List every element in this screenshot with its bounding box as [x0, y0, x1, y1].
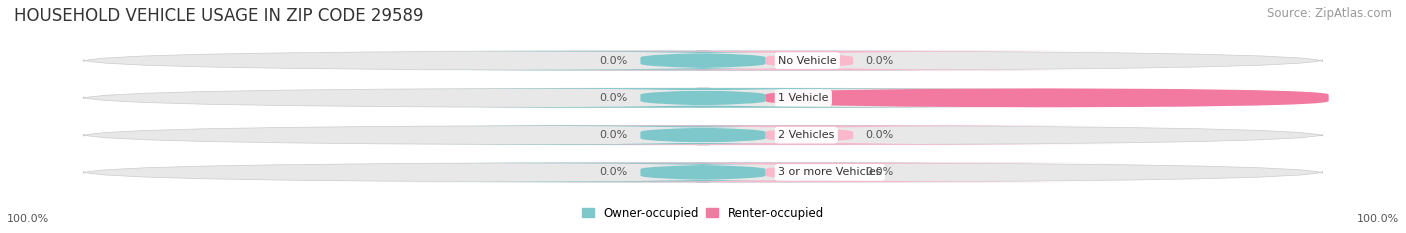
- FancyBboxPatch shape: [83, 163, 1323, 182]
- FancyBboxPatch shape: [391, 88, 1015, 108]
- Text: 0.0%: 0.0%: [866, 130, 894, 140]
- FancyBboxPatch shape: [83, 88, 1323, 108]
- Text: Source: ZipAtlas.com: Source: ZipAtlas.com: [1267, 7, 1392, 20]
- FancyBboxPatch shape: [391, 125, 1015, 145]
- Text: 0.0%: 0.0%: [600, 56, 628, 65]
- Legend: Owner-occupied, Renter-occupied: Owner-occupied, Renter-occupied: [578, 202, 828, 225]
- Text: 100.0%: 100.0%: [1341, 93, 1388, 103]
- Text: 0.0%: 0.0%: [866, 168, 894, 177]
- FancyBboxPatch shape: [765, 88, 1329, 108]
- FancyBboxPatch shape: [83, 51, 1323, 70]
- Text: 100.0%: 100.0%: [1357, 214, 1399, 224]
- Text: 0.0%: 0.0%: [600, 130, 628, 140]
- FancyBboxPatch shape: [478, 51, 1142, 70]
- Text: 3 or more Vehicles: 3 or more Vehicles: [778, 168, 882, 177]
- FancyBboxPatch shape: [391, 163, 1015, 182]
- Text: 100.0%: 100.0%: [7, 214, 49, 224]
- Text: 0.0%: 0.0%: [600, 168, 628, 177]
- FancyBboxPatch shape: [83, 125, 1323, 145]
- FancyBboxPatch shape: [391, 51, 1015, 70]
- Text: No Vehicle: No Vehicle: [778, 56, 837, 65]
- Text: 0.0%: 0.0%: [866, 56, 894, 65]
- Text: 1 Vehicle: 1 Vehicle: [778, 93, 828, 103]
- FancyBboxPatch shape: [478, 125, 1142, 145]
- Text: 0.0%: 0.0%: [600, 93, 628, 103]
- Text: 2 Vehicles: 2 Vehicles: [778, 130, 834, 140]
- Text: HOUSEHOLD VEHICLE USAGE IN ZIP CODE 29589: HOUSEHOLD VEHICLE USAGE IN ZIP CODE 2958…: [14, 7, 423, 25]
- FancyBboxPatch shape: [478, 163, 1142, 182]
